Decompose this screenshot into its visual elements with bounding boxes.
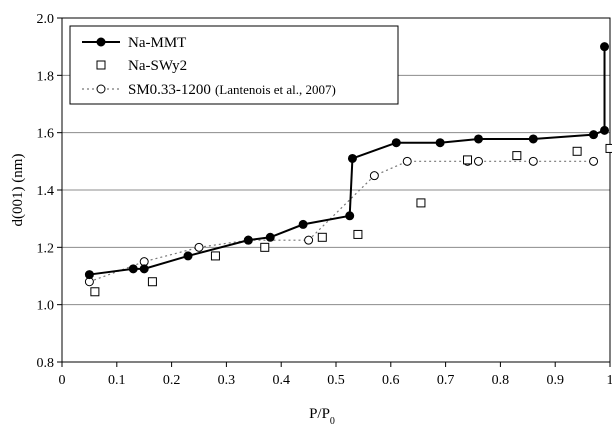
series-1-point-4 [317,232,327,242]
series-0-point-9 [391,138,401,148]
series-2-point-2 [194,242,204,252]
series-layer [84,42,612,297]
x-tick-label-1: 0.1 [108,373,126,388]
x-tick-label-5: 0.5 [327,373,345,388]
series-1-point-7 [463,155,473,165]
legend-label-0: Na-MMT [128,35,186,51]
series-0-point-1 [128,264,138,274]
legend-label-1: Na-SWy2 [128,58,187,74]
series-0-point-14 [600,125,610,135]
series-0-point-4 [243,235,253,245]
series-1-point-5 [353,229,363,239]
legend-label-2: SM0.33-1200 (Lantenois et al., 2007) [128,82,336,98]
series-1-point-10 [605,143,612,153]
legend-marker-2 [96,84,106,94]
x-axis-label-subscript: 0 [330,416,335,427]
y-tick-label-4: 1.6 [37,127,55,142]
series-1 [90,143,612,297]
y-tick-label-6: 2.0 [37,12,55,27]
y-tick-label-5: 1.8 [37,69,55,84]
series-0-point-11 [473,134,483,144]
x-tick-label-3: 0.3 [218,373,236,388]
legend-box [69,25,399,105]
legend-entry-2: SM0.33-1200 (Lantenois et al., 2007) [82,82,336,98]
x-tick-label-10: 1 [607,373,612,388]
y-tick-label-0: 0.8 [37,356,55,371]
legend-marker-1 [96,60,106,70]
y-tick-label-1: 1.0 [37,299,55,314]
series-1-point-6 [416,198,426,208]
x-tick-label-8: 0.8 [492,373,510,388]
series-0-point-12 [528,134,538,144]
legend-marker-0 [96,37,106,47]
series-0 [84,42,610,280]
axes-layer: 0.8 1.0 1.2 1.4 1.6 1.8 2.0 0 0.1 0.2 0.3 0.4 0.5 0.6… [37,12,612,388]
series-0-point-8 [347,153,357,163]
series-0-point-2 [139,264,149,274]
series-1-point-1 [147,277,157,287]
x-axis-label: P/P0 [309,406,335,427]
series-2 [84,156,599,287]
series-0-point-13 [589,130,599,140]
series-2-line [89,160,594,283]
legend-entry-0: Na-MMT [82,35,186,51]
x-tick-label-7: 0.7 [437,373,455,388]
legend-entry-1: Na-SWy2 [96,58,187,74]
series-0-line [89,46,606,276]
series-2-point-4 [304,235,314,245]
series-2-point-10 [589,156,599,166]
series-1-point-0 [90,287,100,297]
x-tick-label-9: 0.9 [546,373,564,388]
series-1-point-2 [210,251,220,261]
series-2-point-6 [402,156,412,166]
x-tick-label-0: 0 [59,373,66,388]
y-tick-label-2: 1.2 [37,241,55,256]
series-0-point-5 [265,232,275,242]
x-tick-label-2: 0.2 [163,373,181,388]
series-0-point-10 [435,138,445,148]
series-0-point-6 [298,219,308,229]
y-axis-label: d(001) (nm) [10,154,26,227]
series-2-point-5 [369,171,379,181]
x-tick-label-4: 0.4 [272,373,290,388]
x-axis-label-main: P/P [309,406,330,422]
series-1-point-9 [572,146,582,156]
series-0-point-3 [183,251,193,261]
series-1-point-8 [512,151,522,161]
x-tick-label-6: 0.6 [382,373,400,388]
series-0-point-0 [84,270,94,280]
series-2-point-9 [528,156,538,166]
series-2-point-8 [473,156,483,166]
series-0-point-15 [600,42,610,52]
y-tick-label-3: 1.4 [37,184,55,199]
series-1-point-3 [260,242,270,252]
legend: Na-MMT Na-SWy2 SM0.33-1200 (Lantenois et al… [69,25,399,105]
series-0-point-7 [345,211,355,221]
